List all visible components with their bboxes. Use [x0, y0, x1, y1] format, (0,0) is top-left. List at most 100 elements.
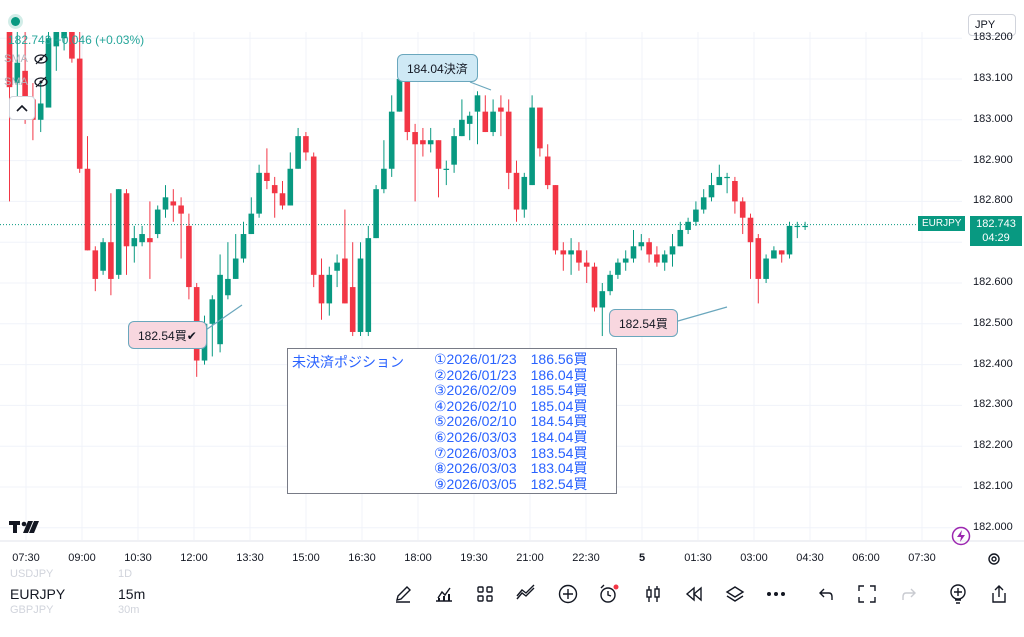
candle — [279, 181, 286, 210]
candle — [599, 283, 606, 337]
position-price: 184.54買 — [530, 413, 588, 430]
positions-title: 未決済ポジション — [292, 354, 404, 370]
y-axis-label: 182.000 — [973, 520, 1013, 533]
indicators-icon[interactable] — [432, 582, 456, 606]
bulb-plus-icon[interactable] — [946, 582, 970, 606]
compare-icon[interactable] — [514, 582, 538, 606]
candle — [544, 144, 551, 190]
position-row: ①2026/01/23 186.56買 — [434, 351, 588, 368]
candle — [123, 189, 130, 275]
candlestick-type-icon[interactable] — [641, 582, 665, 606]
x-axis-label: 19:30 — [460, 552, 488, 564]
candle — [583, 250, 590, 283]
bolt-icon[interactable] — [951, 526, 971, 546]
candle — [615, 258, 621, 279]
open-positions-box[interactable]: 未決済ポジション ①2026/01/23 186.56買 ②2026/01/23 18… — [287, 348, 617, 494]
position-price: 183.54買 — [530, 444, 588, 461]
close-callout[interactable]: 184.04決済 — [397, 54, 478, 82]
indicator-row-sma-1[interactable]: SMA — [4, 52, 48, 66]
candle — [638, 234, 645, 251]
candle — [37, 83, 44, 133]
candle — [607, 270, 613, 296]
buy-callout-left[interactable]: 182.54買✔ — [128, 321, 207, 349]
candle — [802, 221, 808, 230]
candle — [295, 127, 301, 169]
share-icon[interactable] — [987, 582, 1011, 606]
plus-circle-icon[interactable] — [556, 582, 580, 606]
currency-selector[interactable]: JPY — [968, 14, 1016, 36]
buy-callout-right[interactable]: 182.54買 — [609, 309, 678, 337]
y-axis-label: 182.300 — [973, 398, 1013, 411]
candle — [225, 242, 231, 300]
x-axis-label: 06:00 — [852, 552, 880, 564]
alarm-icon[interactable] — [597, 582, 621, 606]
position-price: 186.04買 — [530, 366, 588, 383]
position-row: ④2026/02/10 185.04買 — [434, 397, 588, 415]
timeframe-option-below[interactable]: 30m — [118, 604, 140, 616]
candle — [271, 176, 278, 218]
layers-icon[interactable] — [723, 582, 747, 606]
candle — [326, 266, 333, 316]
candle — [739, 197, 746, 235]
candle — [427, 127, 434, 153]
y-axis-label: 182.400 — [973, 357, 1013, 370]
eye-off-icon[interactable] — [34, 75, 48, 89]
position-price: 186.56買 — [530, 351, 588, 367]
candle — [147, 201, 153, 279]
candle — [435, 140, 442, 198]
candle — [537, 107, 543, 157]
timeframe-selector[interactable]: 15m — [118, 586, 146, 602]
candle — [466, 111, 473, 141]
candle — [505, 99, 512, 190]
candle — [763, 254, 769, 283]
symbol-selector[interactable]: EURJPY — [10, 586, 66, 602]
y-axis-label: 182.600 — [973, 276, 1013, 288]
candle — [521, 172, 528, 218]
y-axis-label: 182.900 — [973, 153, 1013, 166]
pencil-icon[interactable] — [391, 582, 415, 606]
symbol-option-below[interactable]: GBPJPY — [10, 604, 54, 616]
indicator-row-sma-2[interactable]: SMA — [4, 75, 48, 89]
position-price: 185.04買 — [530, 397, 588, 414]
candle — [654, 246, 660, 267]
undo-icon[interactable] — [814, 582, 838, 606]
replay-icon[interactable] — [682, 582, 706, 606]
candle — [724, 172, 730, 194]
candle — [115, 189, 122, 279]
y-axis-label: 183.100 — [973, 72, 1013, 84]
candle — [646, 238, 652, 263]
legend-price: 182.743 +0.046 (+0.03%) — [8, 33, 145, 47]
candle — [131, 225, 138, 263]
candle — [685, 217, 691, 235]
fullscreen-icon[interactable] — [855, 582, 879, 606]
bar-countdown: 04:29 — [982, 232, 1010, 244]
grid-icon[interactable] — [473, 582, 497, 606]
buy-callout-right-pointer — [670, 306, 728, 324]
candle — [53, 32, 60, 71]
candle — [708, 172, 715, 202]
candle — [693, 201, 699, 226]
candle — [334, 254, 340, 288]
candle — [381, 140, 387, 194]
candle — [513, 160, 520, 222]
gear-icon[interactable] — [986, 551, 1002, 567]
candle — [217, 254, 223, 353]
x-axis-label: 07:30 — [908, 552, 936, 564]
position-row: ⑨2026/03/05 182.54買 — [434, 476, 587, 493]
position-price: 183.04買 — [530, 460, 588, 477]
candle — [732, 176, 738, 214]
eye-off-icon[interactable] — [34, 52, 48, 66]
position-date: ⑥2026/03/03 — [434, 428, 517, 445]
position-row: ③2026/02/09 185.54買 — [434, 383, 587, 399]
candle — [248, 197, 255, 235]
timeframe-option-above[interactable]: 1D — [118, 568, 133, 580]
symbol-option-above[interactable]: USDJPY — [10, 568, 54, 580]
collapse-indicators-button[interactable] — [9, 96, 35, 120]
redo-icon[interactable] — [897, 582, 921, 606]
candle — [287, 152, 294, 206]
close-callout-pointer — [469, 81, 492, 91]
x-axis-label: 18:00 — [404, 552, 432, 564]
more-icon[interactable] — [764, 582, 788, 606]
candle — [318, 258, 325, 320]
